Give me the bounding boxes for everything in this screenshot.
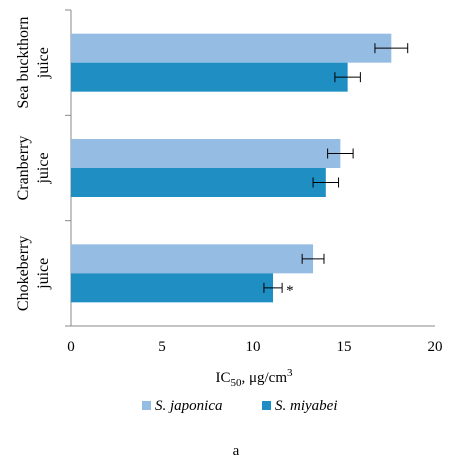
x-tick-label: 0	[67, 339, 75, 355]
bar	[71, 244, 314, 274]
x-tick-label: 5	[158, 339, 166, 355]
category-label-line: Cranberry	[15, 136, 32, 201]
category-label: Cranberry juice	[15, 136, 52, 201]
category-label-line: juice	[35, 258, 52, 290]
bar	[71, 139, 341, 168]
x-tick-label: 15	[337, 339, 352, 355]
bar	[71, 62, 348, 92]
bar	[71, 33, 392, 63]
bar	[71, 273, 274, 303]
x-tick-label: 10	[246, 339, 261, 355]
legend-swatch	[262, 401, 271, 410]
legend-label: S. miyabei	[275, 398, 337, 414]
x-tick-label: 20	[428, 339, 443, 355]
category-label: Chokeberry juice	[15, 236, 52, 312]
category-label-line: juice	[35, 47, 52, 79]
category-label-line: Chokeberry	[15, 236, 32, 312]
significance-marker: *	[286, 283, 294, 299]
category-label-line: Sea buckthorn	[15, 17, 32, 109]
legend-label: S. japonica	[155, 398, 223, 414]
bars	[71, 33, 392, 303]
error-bars: *	[263, 43, 409, 299]
tick-labels: 0 5 10 15 20	[67, 339, 442, 355]
figure-caption: a	[233, 443, 240, 459]
category-label: Sea buckthorn juice	[15, 17, 52, 109]
category-label-line: juice	[35, 152, 52, 184]
bar	[71, 168, 326, 197]
x-axis-title: IC50, μg/cm3	[215, 367, 293, 389]
legend-swatch	[142, 401, 151, 410]
legend: S. japonica S. miyabei	[142, 398, 337, 414]
